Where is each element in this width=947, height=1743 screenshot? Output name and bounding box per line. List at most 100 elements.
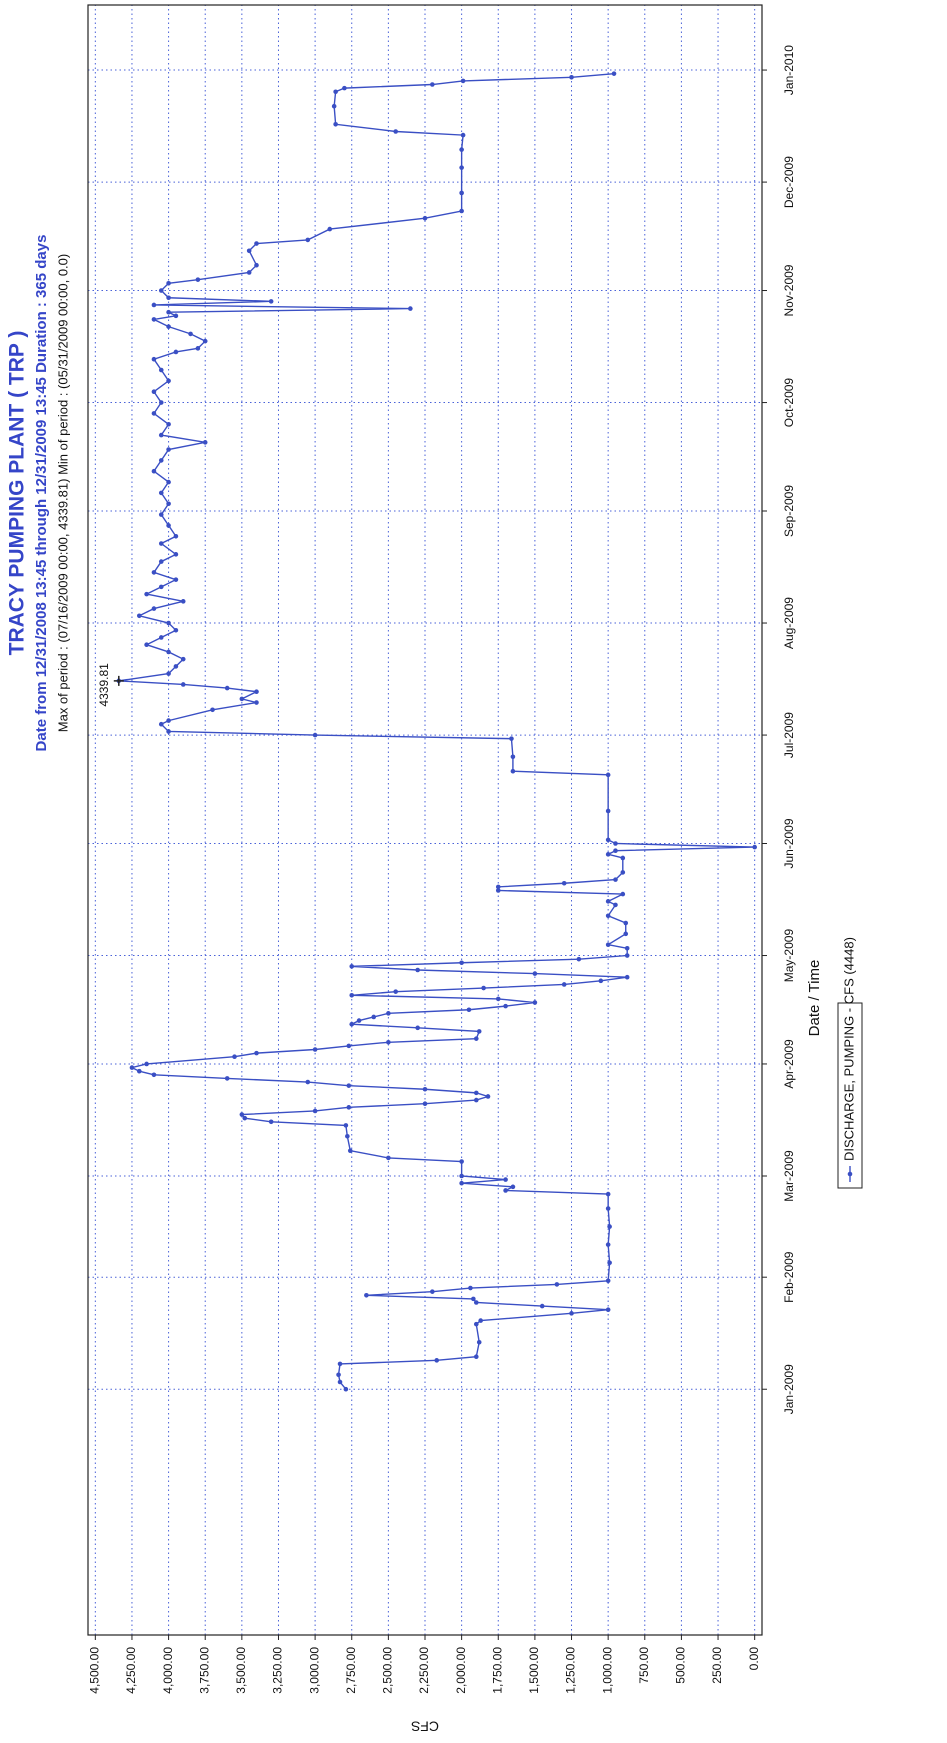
x-tick-label: Jun-2009 (782, 818, 796, 868)
data-point (166, 421, 171, 427)
data-point (434, 1358, 440, 1363)
data-point (415, 967, 420, 973)
y-tick-label: 1,500.00 (527, 1647, 541, 1694)
data-point (473, 1354, 479, 1360)
data-point (473, 1097, 479, 1103)
data-point (495, 996, 501, 1002)
data-point (173, 664, 179, 669)
data-point (356, 1018, 362, 1023)
data-point (136, 1068, 142, 1074)
period-summary: Max of period : (07/16/2009 00:00, 4339.… (55, 254, 70, 732)
x-tick-label: Mar-2009 (782, 1150, 796, 1202)
x-tick-label: Nov-2009 (782, 264, 796, 316)
y-tick-label: 2,750.00 (344, 1647, 358, 1694)
data-point (158, 512, 164, 517)
data-point (166, 447, 171, 452)
annotation-marker (113, 675, 124, 686)
data-point (605, 1242, 611, 1247)
data-point (151, 302, 157, 308)
data-point (158, 458, 164, 463)
y-tick-label: 3,750.00 (197, 1647, 211, 1694)
data-point (503, 1003, 508, 1009)
y-tick-label: 0.00 (747, 1647, 761, 1671)
data-point (254, 689, 259, 694)
data-point (623, 931, 629, 937)
data-point (151, 1072, 157, 1078)
data-point (158, 288, 164, 293)
data-point (422, 1086, 428, 1092)
data-point (331, 103, 337, 109)
y-tick-label: 500.00 (674, 1647, 688, 1684)
data-point (254, 1050, 259, 1056)
x-tick-label: May-2009 (782, 929, 796, 983)
x-tick-label: Feb-2009 (782, 1251, 796, 1303)
data-point (478, 1318, 483, 1323)
data-point (459, 147, 464, 152)
data-point (471, 1296, 476, 1302)
y-tick-label: 1,000.00 (600, 1647, 614, 1694)
data-point (605, 942, 611, 947)
data-point (312, 1047, 318, 1052)
data-point (607, 1260, 612, 1266)
data-point (336, 1372, 341, 1378)
x-tick-label: Aug-2009 (782, 597, 796, 649)
data-point (624, 974, 630, 980)
data-point (136, 613, 142, 619)
data-point (173, 313, 179, 319)
data-point (224, 685, 230, 691)
data-point (268, 299, 274, 304)
data-point (254, 262, 259, 268)
data-point (144, 591, 149, 597)
data-point (151, 468, 157, 474)
data-point (613, 841, 618, 846)
y-tick-label: 1,750.00 (490, 1647, 504, 1694)
data-point (364, 1292, 369, 1298)
data-point (166, 729, 171, 734)
data-point (605, 1278, 611, 1284)
data-point (158, 367, 164, 373)
data-point (158, 432, 164, 438)
data-point (224, 1076, 230, 1081)
data-point (613, 877, 618, 882)
rotated-chart: TRACY PUMPING PLANT ( TRP ) Date from 12… (6, 4, 863, 1734)
data-point (173, 627, 179, 633)
data-point (232, 1054, 237, 1060)
data-point (347, 1148, 353, 1153)
x-tick-label: Jul-2009 (782, 712, 796, 758)
data-point (495, 888, 501, 893)
data-point (624, 953, 630, 958)
data-point (459, 1180, 464, 1186)
y-tick-label: 2,500.00 (381, 1647, 395, 1694)
data-point (343, 1386, 349, 1392)
data-point (246, 270, 252, 275)
data-point (337, 1361, 343, 1367)
data-point (605, 1191, 611, 1197)
data-point (333, 121, 338, 127)
x-tick-label: Sep-2009 (782, 485, 796, 537)
data-point (532, 971, 538, 976)
data-point (188, 331, 193, 337)
y-tick-label: 750.00 (637, 1647, 651, 1684)
data-point (151, 389, 157, 395)
data-point (476, 1339, 482, 1345)
data-point (569, 74, 574, 80)
data-point (752, 844, 757, 850)
data-point (613, 902, 618, 908)
data-point (254, 241, 259, 246)
data-point (459, 208, 464, 214)
data-point (561, 982, 567, 987)
data-point (624, 946, 630, 951)
data-point (158, 584, 164, 590)
data-point (532, 1000, 538, 1005)
data-point (605, 852, 611, 857)
data-point (346, 1043, 352, 1049)
data-point (510, 754, 516, 760)
data-point (166, 479, 171, 485)
data-point (393, 129, 398, 134)
data-point (481, 985, 486, 991)
data-point (144, 642, 149, 648)
data-point (605, 899, 611, 904)
data-point (239, 1112, 245, 1117)
x-tick-label: Apr-2009 (782, 1039, 796, 1089)
